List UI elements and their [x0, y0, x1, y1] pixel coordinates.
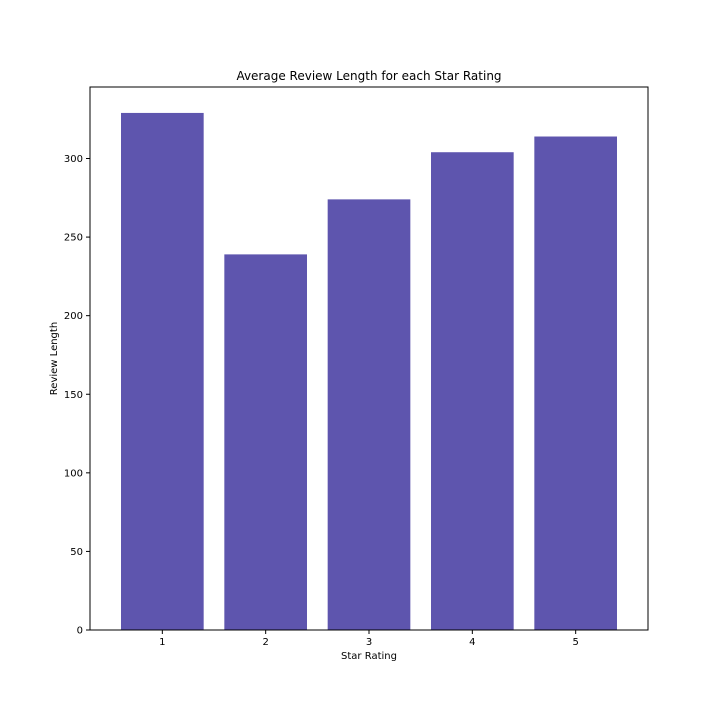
x-tick-label-5: 5: [572, 637, 578, 648]
bars-group: [121, 112, 617, 631]
y-tick-label-100: 100: [64, 468, 83, 479]
bar-2: [224, 254, 307, 630]
y-tick-label-250: 250: [64, 233, 83, 244]
x-tick-label-3: 3: [366, 637, 372, 648]
bar-5: [534, 136, 617, 630]
y-tick-label-50: 50: [70, 547, 83, 558]
y-tick-label-200: 200: [64, 311, 83, 322]
chart-title: Average Review Length for each Star Rati…: [236, 69, 501, 83]
y-axis-label: Review Length: [49, 322, 60, 395]
x-ticks-group: 1 2 3 4 5: [159, 630, 579, 648]
bar-3: [327, 199, 411, 630]
plot-area-frame: [89, 86, 649, 631]
x-tick-label-2: 2: [262, 637, 268, 648]
bar-4: [431, 152, 514, 630]
x-tick-label-1: 1: [159, 637, 165, 648]
y-ticks-group: 0 50 100 150 200 250 300: [64, 154, 90, 637]
y-tick-label-300: 300: [64, 154, 83, 165]
y-tick-label-0: 0: [77, 626, 83, 637]
x-tick-label-4: 4: [469, 637, 475, 648]
y-tick-label-150: 150: [64, 390, 83, 401]
x-axis-label: Star Rating: [341, 651, 397, 662]
bar-1: [121, 112, 204, 631]
